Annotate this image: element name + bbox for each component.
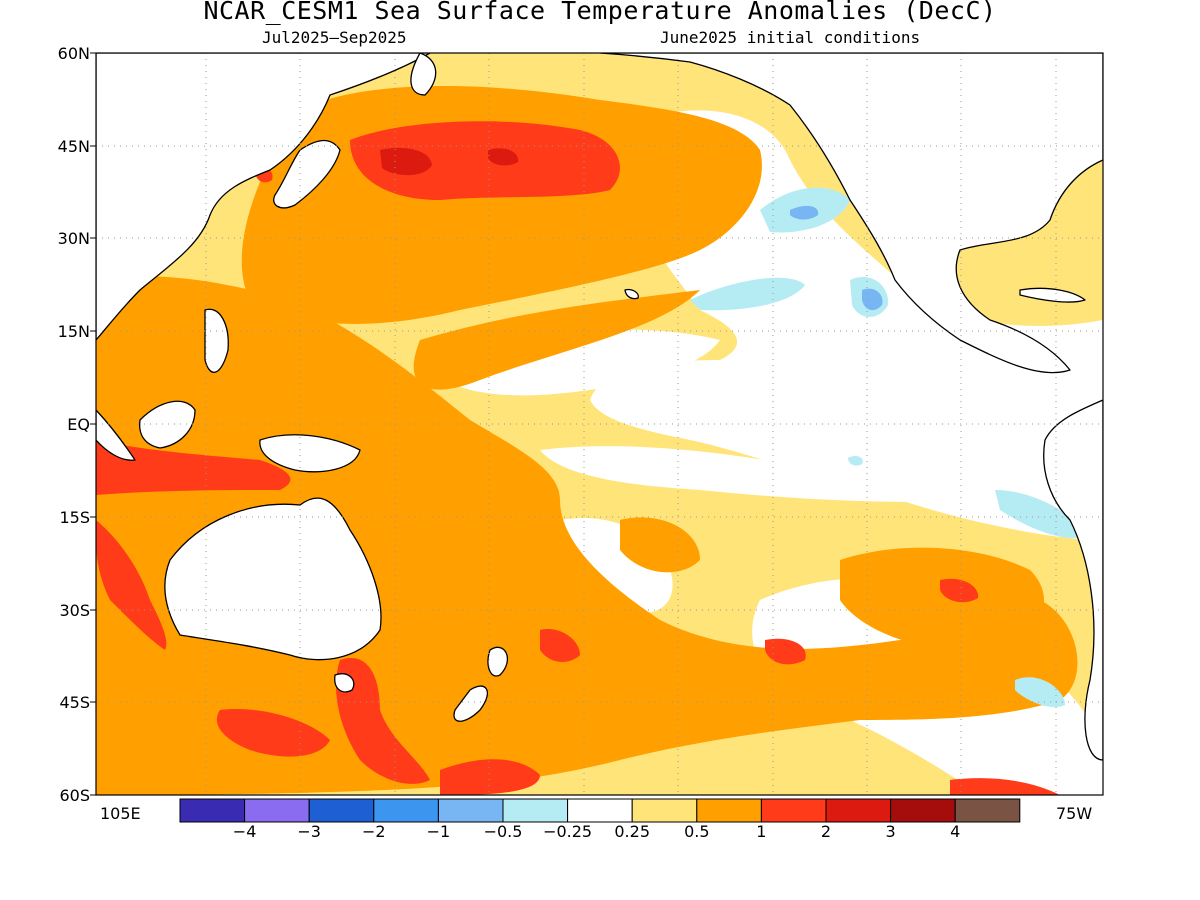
field-hot-west-australia: [96, 520, 167, 650]
colorbar-tick-label: −0.25: [543, 822, 593, 841]
colorbar-tick-label: −2: [362, 822, 386, 841]
field-warm-south-mid: [620, 517, 700, 573]
field-hot-south-pacific-1: [540, 629, 580, 662]
colorbar-swatch: [244, 798, 310, 823]
land-hawaii: [624, 288, 639, 300]
land-tasmania: [334, 673, 355, 693]
map-title: NCAR_CESM1 Sea Surface Temperature Anoma…: [203, 0, 997, 25]
land-borneo: [139, 400, 196, 449]
lat-label: 15N: [57, 322, 90, 341]
land-north-america: [599, 53, 1103, 374]
field-cool-california: [790, 205, 819, 220]
field-hot-south-indian: [216, 709, 330, 757]
colorbar-tick-label: −4: [232, 822, 257, 841]
lat-label: 30S: [59, 601, 90, 620]
lon-label-right: 75W: [1056, 804, 1093, 823]
lat-label: 60S: [59, 786, 90, 805]
anomaly-field: [96, 53, 1103, 795]
field-weak-cool-chile: [1015, 677, 1065, 708]
colorbar-tick-label: 0.25: [614, 822, 650, 841]
colorbar-swatch: [567, 798, 633, 823]
colorbar-tick-label: −0.5: [483, 822, 523, 841]
field-weak-cool-mexico: [690, 277, 805, 311]
colorbar-tick-label: −3: [297, 822, 321, 841]
land-philippines: [204, 308, 229, 373]
field-hot-southern-ocean: [440, 759, 540, 795]
field-cool-baja: [862, 288, 883, 311]
lat-label: 60N: [57, 44, 90, 63]
initial-conditions: June2025 initial conditions: [660, 28, 921, 47]
colorbar-swatch: [437, 798, 504, 823]
lat-label: 30N: [57, 229, 90, 248]
field-weak-cool-peru: [995, 490, 1088, 539]
field-very-hot-kuroshio-east: [488, 148, 519, 166]
lat-label: EQ: [67, 415, 90, 434]
land-kamchatka: [410, 53, 437, 96]
lat-ticks: [90, 52, 96, 796]
land-new-zealand-south: [453, 685, 489, 722]
graticule: [96, 53, 1103, 795]
colorbar-tick-label: 1: [756, 822, 767, 841]
colorbar-swatch: [760, 798, 827, 823]
land-sumatra: [96, 409, 136, 461]
colorbar-swatch: [696, 798, 762, 823]
field-hot-kuroshio: [350, 121, 620, 200]
colorbar-swatch: [179, 798, 246, 823]
colorbar-swatch: [502, 798, 569, 823]
field-hot-southern-ocean-east: [950, 778, 1060, 795]
land-asia: [96, 53, 431, 341]
colorbar-tick-label: 2: [820, 822, 832, 841]
field-hot-south-east-spot: [940, 578, 979, 603]
colorbar-swatch: [825, 798, 892, 823]
land-japan: [273, 139, 341, 209]
colorbar-swatch: [373, 798, 439, 823]
field-hot-indonesia: [96, 440, 291, 495]
field-hot-tasman: [336, 658, 430, 784]
colorbar-tick-label: 4: [950, 822, 961, 841]
land-new-zealand-north: [487, 646, 509, 677]
land-cuba: [1019, 287, 1086, 303]
colorbar-swatch: [890, 798, 956, 823]
land: [96, 53, 1103, 761]
land-new-guinea: [259, 434, 361, 473]
land-south-america: [1043, 399, 1103, 761]
colorbar-tick-label: 3: [885, 822, 896, 841]
field-warm-central-tongue: [413, 290, 700, 390]
land-australia: [164, 497, 382, 661]
colorbar-swatch: [631, 798, 698, 823]
field-weak-cool-equator-spot: [848, 455, 863, 466]
field-very-hot-kuroshio: [380, 147, 432, 176]
colorbar-swatch: [308, 798, 375, 823]
colorbar-swatch: [954, 798, 1021, 823]
lat-label: 15S: [59, 508, 90, 527]
field-hot-south-pacific-2: [765, 638, 806, 665]
lon-label-left: 105E: [100, 804, 141, 823]
lat-label: 45S: [59, 693, 90, 712]
forecast-period: Jul2025–Sep2025: [262, 28, 407, 47]
field-warm-south-east: [840, 547, 1045, 651]
colorbar-tick-label: −1: [426, 822, 451, 841]
colorbar: [179, 798, 1021, 823]
field-neutral-equatorial: [540, 446, 980, 502]
colorbar-tick-label: 0.5: [684, 822, 710, 841]
lat-label: 45N: [57, 137, 90, 156]
